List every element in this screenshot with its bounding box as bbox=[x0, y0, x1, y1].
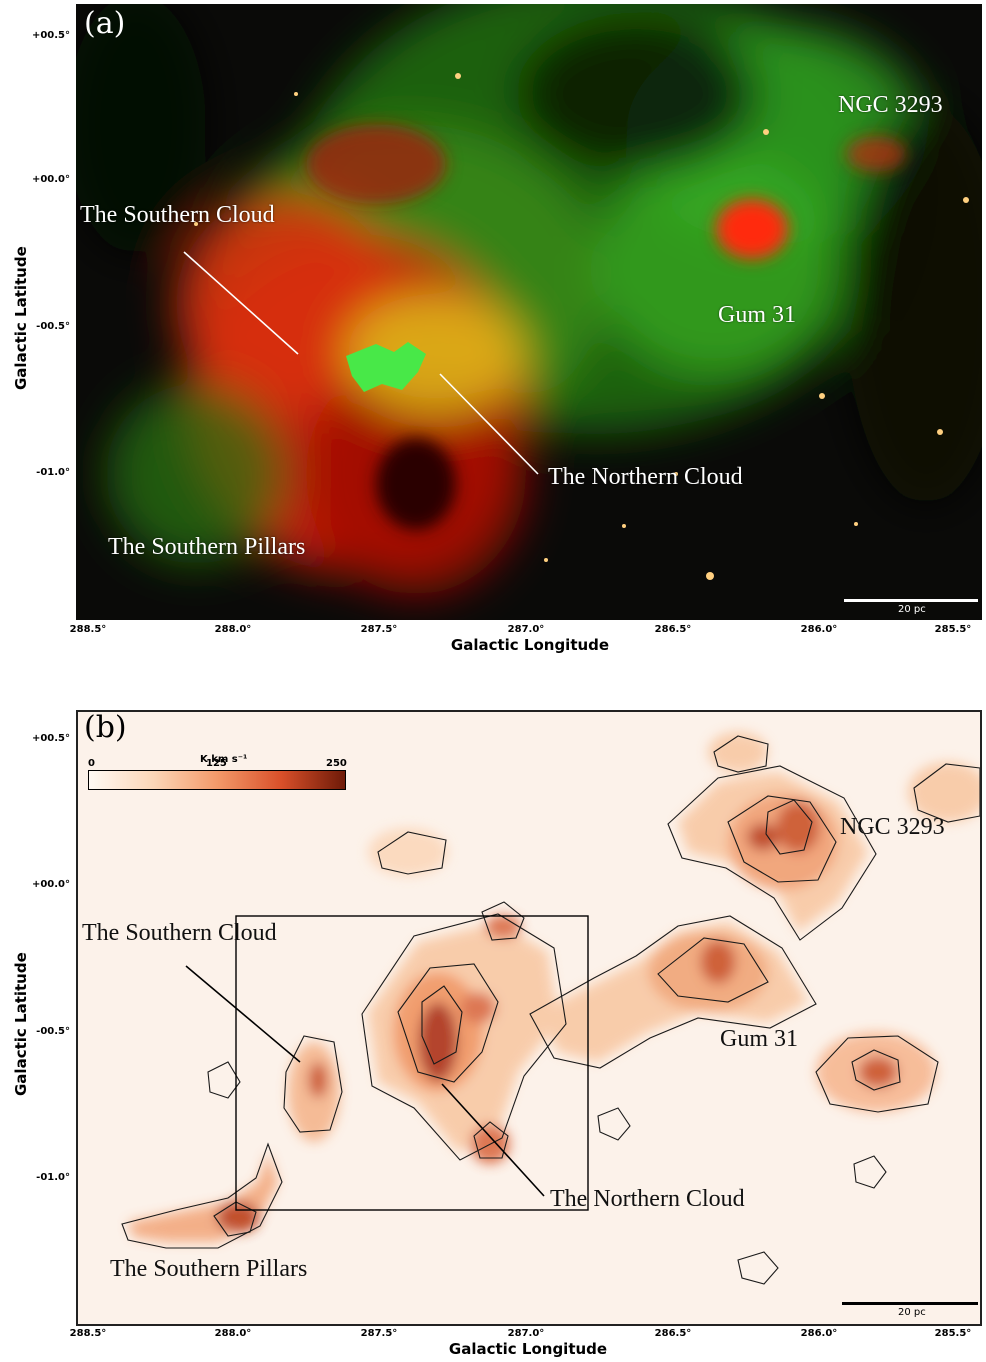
northern-cloud-label: The Northern Cloud bbox=[550, 1186, 745, 1212]
ngc3293-label: NGC 3293 bbox=[840, 814, 945, 840]
panel-a-y-tick: +00.0° bbox=[31, 174, 70, 185]
panel-a-y-tick: +00.5° bbox=[31, 30, 70, 41]
colorbar-gradient bbox=[88, 770, 346, 790]
panel-a-x-tick: 288.0° bbox=[214, 624, 252, 635]
southern-cloud-pointer-line bbox=[183, 251, 299, 355]
northern-cloud-pointer-line bbox=[441, 1083, 545, 1197]
panel-b-y-tick: -01.0° bbox=[36, 1172, 70, 1183]
panel-b-label: (b) bbox=[84, 710, 127, 745]
southern-cloud-pointer-line bbox=[185, 965, 301, 1063]
panel-b-scalebar bbox=[842, 1302, 978, 1305]
panel-b-x-tick: 286.0° bbox=[800, 1328, 838, 1339]
ngc3293-label: NGC 3293 bbox=[838, 92, 943, 118]
panel-a-scalebar bbox=[844, 599, 978, 602]
colorbar-mid-label: 125 bbox=[206, 758, 227, 769]
panel-a-scalebar-label: 20 pc bbox=[898, 604, 926, 615]
panel-b-x-tick: 285.5° bbox=[934, 1328, 972, 1339]
panel-b-x-tick: 288.5° bbox=[69, 1328, 107, 1339]
panel-a-nebula-image bbox=[76, 4, 982, 594]
panel-b-x-tick: 286.5° bbox=[654, 1328, 692, 1339]
panel-a-label: (a) bbox=[84, 6, 126, 41]
panel-a-x-tick: 286.0° bbox=[800, 624, 838, 635]
southern-pillars-label: The Southern Pillars bbox=[110, 1256, 308, 1282]
panel-b-contour-map: (b) K km s⁻¹ 0 125 250 NGC 3293 The Sout… bbox=[76, 710, 982, 1326]
panel-a-x-tick: 285.5° bbox=[934, 624, 972, 635]
panel-b-y-tick: +00.0° bbox=[31, 879, 70, 890]
colorbar-unit: K km s⁻¹ bbox=[200, 754, 248, 765]
panel-b-y-tick: -00.5° bbox=[36, 1026, 70, 1037]
panel-b-y-axis-label: Galactic Latitude bbox=[12, 952, 30, 1096]
panel-a-composite-image: (a) NGC 3293 The Southern Cloud Gum 31 T… bbox=[76, 4, 982, 620]
zoom-region-box bbox=[235, 915, 589, 1211]
panel-a-x-tick: 288.5° bbox=[69, 624, 107, 635]
panel-a-x-tick: 287.5° bbox=[360, 624, 398, 635]
panel-a-y-tick: -01.0° bbox=[36, 467, 70, 478]
colorbar: K km s⁻¹ 0 125 250 bbox=[88, 754, 347, 792]
northern-cloud-pointer-line bbox=[439, 373, 539, 475]
panel-a-y-axis-label: Galactic Latitude bbox=[12, 246, 30, 390]
panel-b-x-tick: 287.0° bbox=[507, 1328, 545, 1339]
panel-b-x-tick: 288.0° bbox=[214, 1328, 252, 1339]
gum31-label: Gum 31 bbox=[718, 302, 796, 328]
panel-b-contour-image bbox=[121, 732, 980, 1285]
southern-cloud-label: The Southern Cloud bbox=[82, 920, 277, 946]
panel-a-x-axis-label: Galactic Longitude bbox=[450, 636, 610, 654]
panel-a-x-tick: 286.5° bbox=[654, 624, 692, 635]
panel-b-scalebar-label: 20 pc bbox=[898, 1307, 926, 1318]
gum31-label: Gum 31 bbox=[720, 1026, 798, 1052]
colorbar-max-label: 250 bbox=[326, 758, 347, 769]
colorbar-min-label: 0 bbox=[88, 758, 95, 769]
panel-a-y-tick: -00.5° bbox=[36, 321, 70, 332]
southern-cloud-label: The Southern Cloud bbox=[80, 202, 275, 228]
panel-b-y-tick: +00.5° bbox=[31, 733, 70, 744]
panel-b-x-tick: 287.5° bbox=[360, 1328, 398, 1339]
northern-cloud-label: The Northern Cloud bbox=[548, 464, 743, 490]
panel-b-x-axis-label: Galactic Longitude bbox=[448, 1340, 608, 1358]
southern-pillars-label: The Southern Pillars bbox=[108, 534, 306, 560]
panel-a-x-tick: 287.0° bbox=[507, 624, 545, 635]
